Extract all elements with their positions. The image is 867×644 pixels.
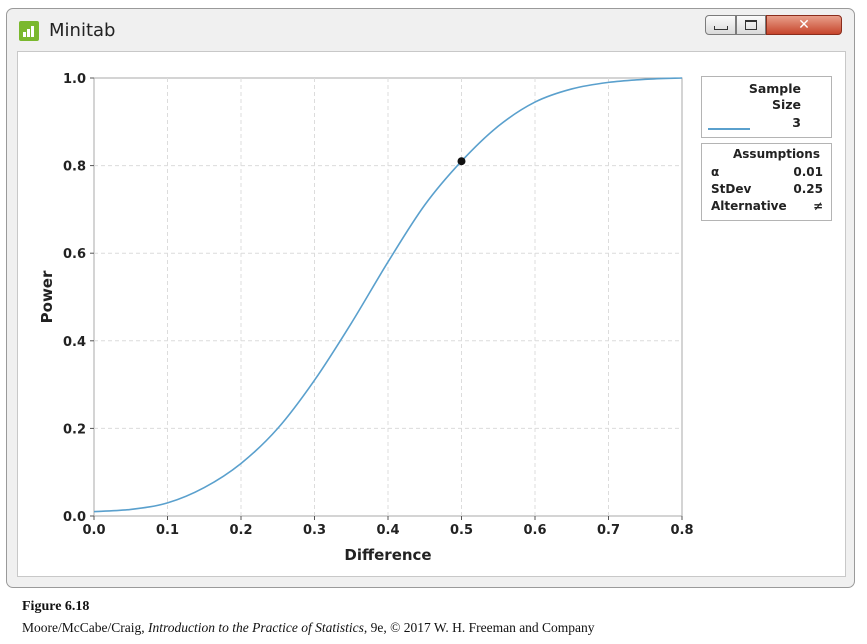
assumption-label: α [711, 165, 720, 179]
assumptions-box: Assumptions α 0.01 StDev 0.25 Alternativ… [701, 143, 832, 221]
assumption-value: 0.25 [793, 182, 823, 196]
credit-authors: Moore/McCabe/Craig, [22, 620, 148, 635]
assumption-value: 0.01 [793, 165, 823, 179]
minimize-icon [713, 26, 728, 30]
assumption-stdev: StDev 0.25 [711, 182, 823, 196]
figure-label: Figure 6.18 [22, 599, 90, 614]
maximize-icon [745, 20, 757, 30]
assumption-alpha: α 0.01 [711, 165, 823, 179]
legend-header-line2: Size [771, 97, 801, 112]
legend-swatch [708, 128, 750, 130]
credit-rest: , 9e, © 2017 W. H. Freeman and Company [363, 620, 595, 635]
maximize-button[interactable] [736, 15, 766, 35]
credit-book-title: Introduction to the Practice of Statisti… [147, 620, 364, 635]
assumption-alternative: Alternative ≠ [711, 199, 823, 213]
legend-entry-value: 3 [792, 115, 801, 130]
close-button[interactable]: ✕ [766, 15, 842, 35]
assumption-label: StDev [711, 182, 752, 196]
assumption-value: ≠ [812, 199, 823, 213]
legend-header-line1: Sample [748, 81, 801, 96]
assumptions-title: Assumptions [733, 147, 820, 161]
figure-credit: Moore/McCabe/Craig, Introduction to the … [22, 620, 595, 636]
close-icon: ✕ [798, 17, 810, 33]
assumption-label: Alternative [711, 199, 787, 213]
sample-size-legend: Sample Size 3 [701, 76, 832, 138]
figure-caption: Figure 6.18 [22, 597, 89, 615]
minimize-button[interactable] [705, 15, 736, 35]
title-bar: Minitab ✕ [7, 9, 854, 47]
minitab-logo-icon [19, 21, 39, 41]
window-title: Minitab [49, 20, 116, 41]
